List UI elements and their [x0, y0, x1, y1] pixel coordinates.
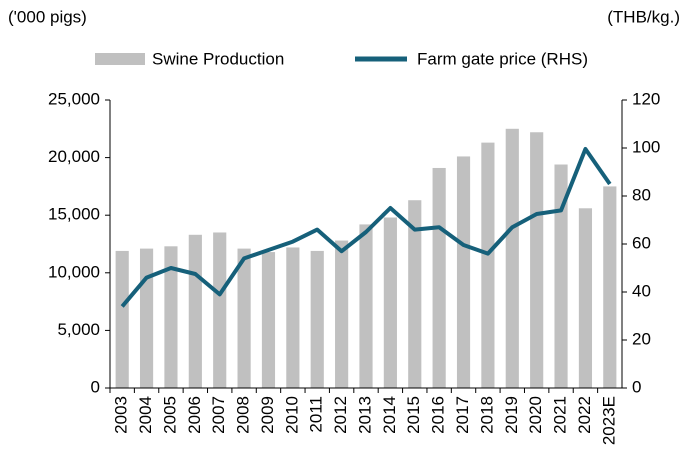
- bar: [554, 164, 568, 388]
- bar: [237, 248, 251, 388]
- bar: [335, 240, 349, 388]
- x-tick-label: 2003: [112, 396, 131, 434]
- y2-axis-label: (THB/kg.): [607, 7, 680, 26]
- x-tick-label: 2010: [282, 396, 301, 434]
- x-tick-label: 2022: [575, 396, 594, 434]
- x-tick-label: 2016: [429, 396, 448, 434]
- y2-tick-label: 40: [632, 281, 651, 300]
- bar: [408, 200, 422, 388]
- legend-swatch: [95, 53, 145, 65]
- y-tick-label: 20,000: [48, 147, 100, 166]
- bar: [286, 247, 300, 388]
- bar: [603, 186, 617, 388]
- x-tick-label: 2019: [502, 396, 521, 434]
- x-tick-label: 2011: [307, 396, 326, 433]
- bar: [164, 246, 178, 388]
- bar: [578, 208, 593, 388]
- x-tick-label: 2004: [136, 396, 155, 434]
- y2-tick-label: 100: [632, 137, 660, 156]
- bar: [139, 248, 154, 388]
- y-tick-label: 15,000: [48, 205, 100, 224]
- bar: [261, 252, 276, 388]
- x-tick-label: 2005: [160, 396, 179, 434]
- x-tick-label: 2017: [453, 396, 472, 434]
- x-tick-label: 2009: [258, 396, 277, 434]
- y-tick-label: 0: [91, 377, 100, 396]
- x-tick-label: 2014: [380, 396, 399, 434]
- y-tick-label: 25,000: [48, 89, 100, 108]
- bar: [456, 156, 471, 388]
- bar: [432, 167, 446, 388]
- y2-tick-label: 20: [632, 329, 651, 348]
- bar: [530, 132, 544, 388]
- x-tick-label: 2008: [234, 396, 253, 434]
- y-tick-label: 5,000: [57, 320, 100, 339]
- x-tick-label: 2012: [331, 396, 350, 434]
- x-tick-label: 2021: [551, 396, 570, 434]
- legend-label: Farm gate price (RHS): [417, 49, 588, 68]
- bar: [505, 128, 519, 389]
- x-tick-label: 2018: [477, 396, 496, 434]
- bar: [359, 224, 373, 388]
- bar: [383, 217, 397, 388]
- bar: [310, 250, 324, 388]
- bar: [213, 232, 227, 388]
- y-axis-label: ('000 pigs): [8, 7, 87, 26]
- x-tick-label: 2020: [526, 396, 545, 434]
- x-tick-label: 2007: [209, 396, 228, 434]
- x-tick-label: 2006: [185, 396, 204, 434]
- bar: [481, 142, 495, 388]
- y-tick-label: 10,000: [48, 262, 100, 281]
- y2-tick-label: 60: [632, 233, 651, 252]
- y2-tick-label: 80: [632, 185, 651, 204]
- bar: [115, 250, 129, 388]
- y2-tick-label: 0: [632, 377, 641, 396]
- line: [120, 146, 612, 308]
- x-tick-label: 2015: [404, 396, 423, 434]
- y2-tick-label: 120: [632, 89, 660, 108]
- bar: [188, 234, 202, 388]
- legend-label: Swine Production: [152, 49, 284, 68]
- x-tick-label: 2013: [355, 396, 374, 434]
- x-tick-label: 2023E: [599, 396, 618, 445]
